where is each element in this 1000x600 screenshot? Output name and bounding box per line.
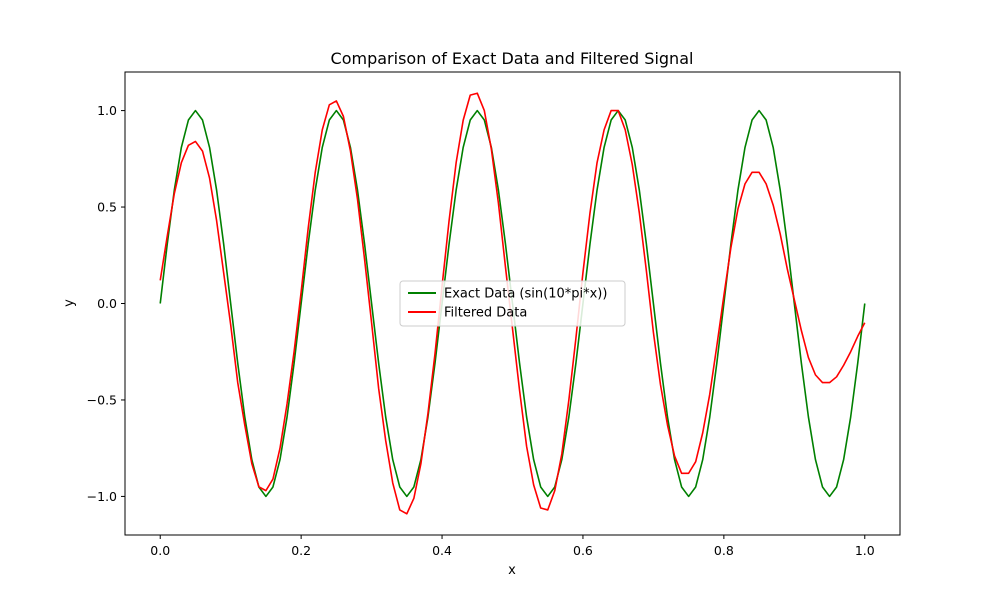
x-tick-label: 0.6	[573, 543, 593, 558]
y-tick-label: −1.0	[87, 489, 117, 504]
y-tick-label: −0.5	[87, 392, 117, 407]
chart-title: Comparison of Exact Data and Filtered Si…	[331, 49, 694, 68]
y-tick-label: 0.0	[97, 296, 117, 311]
x-axis: 0.0 0.2 0.4 0.6 0.8 1.0	[150, 535, 875, 558]
y-axis: −1.0 −0.5 0.0 0.5 1.0	[87, 103, 125, 504]
legend-label-filtered: Filtered Data	[444, 306, 527, 321]
y-tick-label: 1.0	[97, 103, 117, 118]
legend: Exact Data (sin(10*pi*x)) Filtered Data	[399, 280, 626, 327]
x-tick-label: 1.0	[855, 543, 875, 558]
series-filtered-line	[159, 92, 866, 515]
x-tick-label: 0.0	[150, 543, 170, 558]
legend-box	[399, 280, 626, 327]
x-tick-label: 0.4	[432, 543, 452, 558]
x-tick-label: 0.2	[291, 543, 311, 558]
legend-label-exact: Exact Data (sin(10*pi*x))	[444, 287, 607, 302]
x-axis-label: x	[508, 563, 516, 578]
x-tick-label: 0.8	[714, 543, 734, 558]
y-axis-label: y	[62, 299, 77, 307]
y-tick-label: 0.5	[97, 200, 117, 215]
